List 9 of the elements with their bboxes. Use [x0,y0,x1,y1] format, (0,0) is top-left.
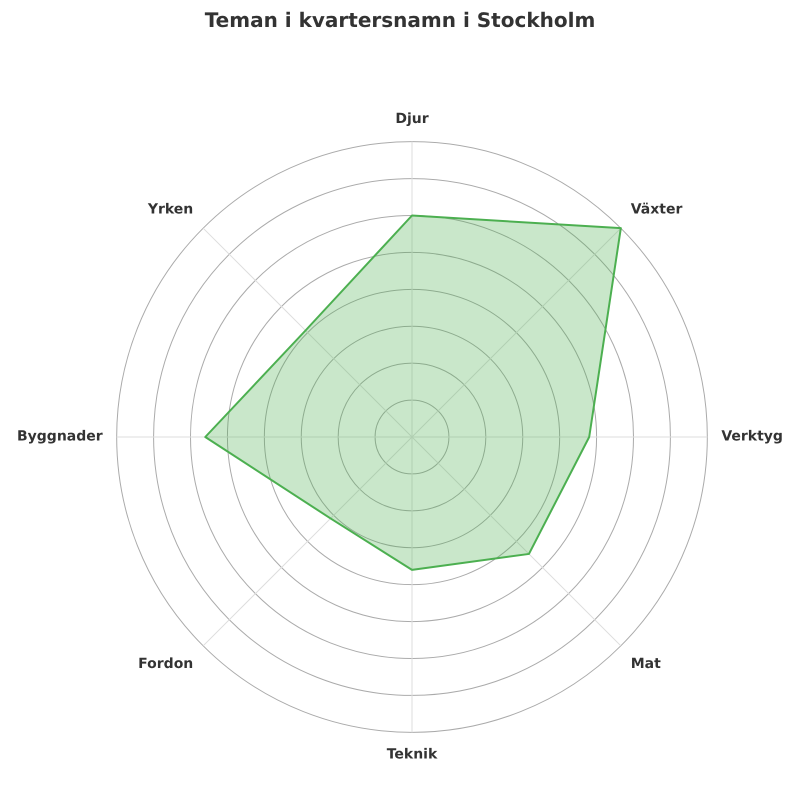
spoke-label: Mat [630,656,662,672]
spoke-label: Yrken [146,202,194,218]
spoke-label: Byggnader [16,428,103,445]
spoke-label: Fordon [138,656,194,672]
spoke-label: Teknik [386,746,438,762]
chart-title: Teman i kvartersnamn i Stockholm [204,8,596,32]
spoke-label: Verktyg [721,428,783,445]
spoke-label: Växter [630,202,682,218]
spoke-label: Djur [395,110,429,127]
